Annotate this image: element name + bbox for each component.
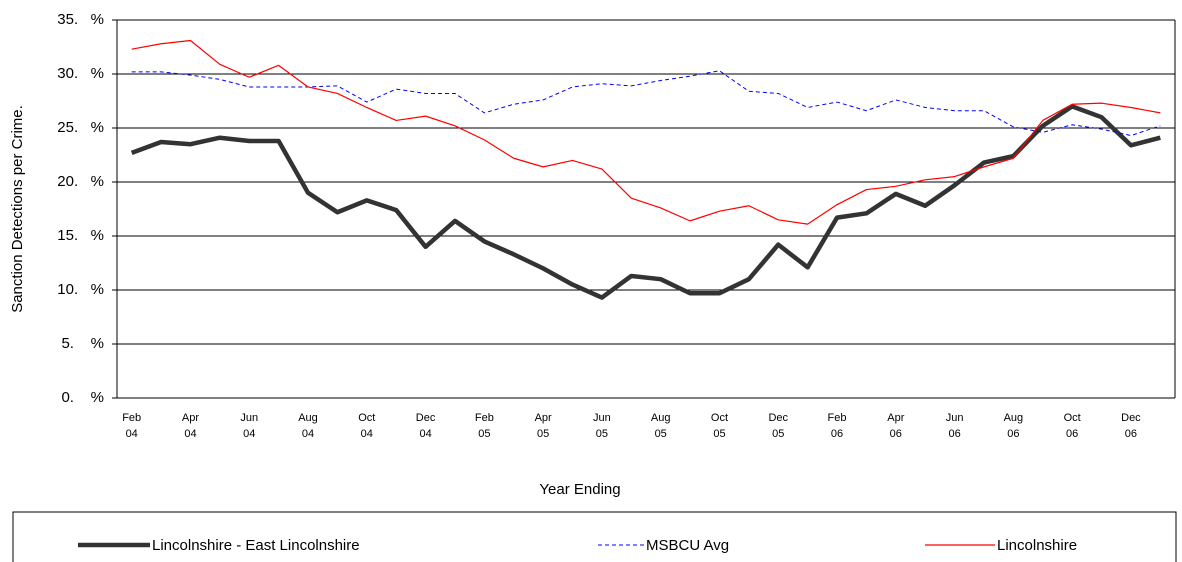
x-tick-label: Feb 05 (474, 412, 494, 440)
x-tick-label: Feb 06 (827, 412, 847, 440)
y-axis-label: Sanction Detections per Crime. (9, 105, 26, 313)
x-tick-label: Apr 04 (181, 412, 200, 440)
x-tick-label: Oct 04 (358, 412, 376, 440)
y-tick-label: 30. % (57, 65, 104, 82)
y-tick-label: 35. % (57, 11, 104, 28)
x-tick-label: Dec 05 (768, 412, 789, 440)
x-tick-label: Dec 04 (415, 412, 436, 440)
series-line (130, 104, 1161, 300)
x-tick-label: Jun 04 (240, 412, 259, 440)
x-tick-label: Apr 05 (534, 412, 552, 440)
x-axis-label: Year Ending (539, 481, 620, 498)
x-tick-label: Feb 04 (122, 412, 142, 440)
y-tick-label: 25. % (57, 119, 104, 136)
y-tick-label: 10. % (57, 281, 104, 298)
x-tick-label: Apr 06 (887, 412, 905, 440)
y-tick-label: 20. % (57, 173, 104, 190)
x-tick-label: Dec 06 (1121, 412, 1141, 440)
y-tick-label: 15. % (57, 227, 104, 244)
x-tick-label: Jun 05 (593, 412, 611, 440)
x-tick-label: Aug 04 (298, 412, 318, 440)
y-tick-label: 5. % (61, 335, 104, 352)
legend-label: Lincolnshire (997, 537, 1077, 554)
series-line (131, 39, 1161, 225)
series-line (131, 70, 1161, 137)
legend-label: Lincolnshire - East Lincolnshire (152, 537, 360, 554)
x-tick-label: Oct 06 (1063, 412, 1081, 440)
x-tick-label: Oct 05 (710, 412, 729, 440)
y-tick-label: 0. % (61, 389, 104, 406)
x-tick-label: Aug 05 (650, 412, 671, 440)
x-tick-label: Jun 06 (945, 412, 964, 440)
x-tick-label: Aug 06 (1003, 412, 1024, 440)
legend-label: MSBCU Avg (646, 537, 729, 554)
legend-box (12, 511, 1177, 562)
